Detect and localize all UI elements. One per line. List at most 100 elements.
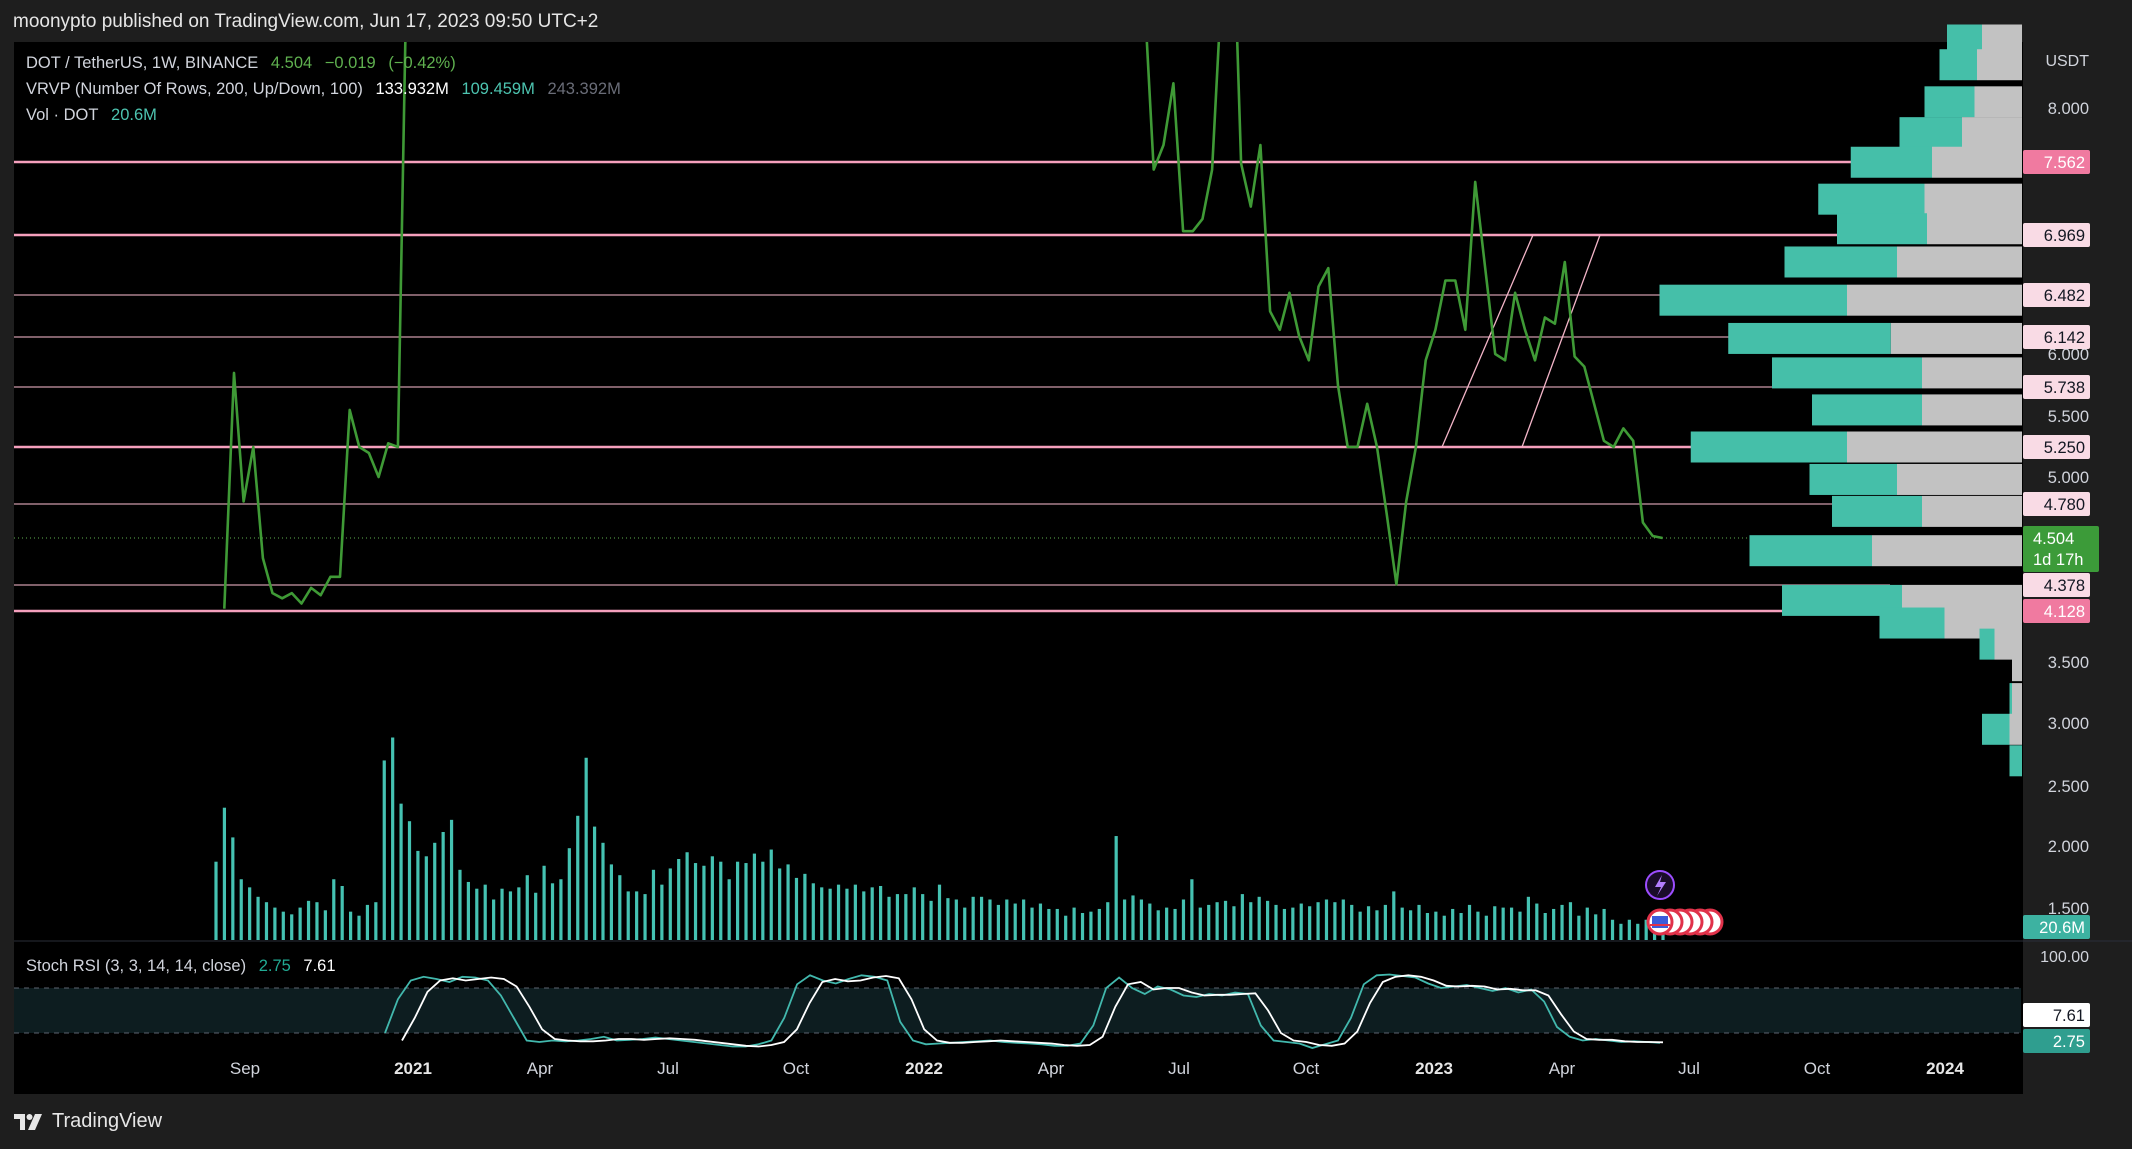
volume-bar bbox=[1644, 919, 1648, 940]
volume-bar bbox=[264, 902, 269, 940]
volume-bar bbox=[357, 915, 361, 940]
stoch-d-badge-text: 7.61 bbox=[2053, 1007, 2085, 1025]
current-price-text: 4.504 bbox=[2033, 530, 2074, 548]
vp-row-down bbox=[1922, 357, 2022, 389]
volume-bar bbox=[937, 884, 942, 940]
volume-bar bbox=[391, 737, 395, 940]
volume-bar bbox=[601, 842, 605, 940]
publisher-line: moonypto published on TradingView.com, J… bbox=[13, 11, 599, 32]
legend-stoch-d: 7.61 bbox=[303, 957, 336, 975]
volume-bar bbox=[534, 892, 538, 940]
y-axis: USDT 8.000 6.000 5.500 5.000 3.500 3.000 2.500 2… bbox=[2023, 53, 2099, 1053]
volume-bar bbox=[306, 900, 311, 940]
level-badge-text: 6.969 bbox=[2044, 227, 2085, 245]
legend-volume-row[interactable]: Vol · DOT 20.6M bbox=[26, 106, 165, 125]
volume-bar bbox=[946, 898, 950, 940]
volume-bar bbox=[475, 888, 479, 940]
volume-bar bbox=[231, 837, 235, 940]
x-tick-label: 2024 bbox=[1926, 1059, 1964, 1078]
volume-bar bbox=[424, 856, 428, 940]
volume-bar bbox=[1139, 899, 1144, 940]
legend-price: 4.504 bbox=[270, 54, 313, 72]
volume-bar bbox=[1122, 899, 1127, 940]
volume-bar bbox=[1299, 903, 1303, 940]
volume-bar bbox=[1501, 907, 1505, 940]
volume-profile bbox=[1659, 24, 2022, 777]
volume-bar bbox=[1383, 904, 1387, 940]
vp-row-up bbox=[1939, 49, 1977, 81]
vp-row-up bbox=[1809, 463, 1897, 495]
vp-row-down bbox=[1924, 183, 2022, 215]
legend-stoch-row[interactable]: Stoch RSI (3, 3, 14, 14, close) 2.75 7.6… bbox=[26, 957, 344, 976]
vp-row-down bbox=[1977, 49, 2022, 81]
vp-row-up bbox=[1832, 495, 1922, 527]
volume-bar bbox=[1560, 904, 1564, 940]
legend-vrvp-label: VRVP (Number Of Rows, 200, Up/Down, 100) bbox=[26, 80, 363, 98]
legend-stoch-label: Stoch RSI (3, 3, 14, 14, close) bbox=[26, 957, 247, 975]
volume-bar bbox=[214, 861, 218, 940]
volume-bar bbox=[963, 907, 967, 940]
volume-bar bbox=[929, 900, 933, 940]
volume-bar bbox=[836, 884, 841, 940]
x-tick-label: 2023 bbox=[1415, 1059, 1453, 1078]
volume-bar bbox=[996, 904, 1000, 940]
volume-bar bbox=[1451, 908, 1455, 940]
legend-symbol-row[interactable]: DOT / TetherUS, 1W, BINANCE 4.504 −0.019… bbox=[26, 54, 464, 73]
volume-bar bbox=[1400, 907, 1404, 940]
volume-bar bbox=[1358, 911, 1362, 940]
volume-bar bbox=[685, 852, 689, 940]
volume-bar bbox=[441, 832, 445, 940]
vp-row-down bbox=[2012, 650, 2022, 682]
level-badge: 6.482 bbox=[2023, 283, 2090, 307]
legend-change-pct: (−0.42%) bbox=[388, 54, 456, 72]
volume-bar bbox=[727, 879, 731, 940]
vp-row-down bbox=[1890, 322, 2022, 354]
volume-bar bbox=[1350, 904, 1354, 940]
volume-bar bbox=[1392, 891, 1396, 940]
trend-channel bbox=[1441, 234, 1601, 448]
current-price-badge: 4.504 1d 17h bbox=[2023, 526, 2099, 572]
vp-row-down bbox=[1962, 117, 2022, 149]
volume-bar bbox=[651, 869, 656, 940]
volume-bar bbox=[1577, 915, 1581, 940]
vp-row-up bbox=[1818, 183, 1925, 215]
volume-bar bbox=[298, 907, 302, 940]
price-line bbox=[223, 42, 1663, 609]
volume-bar bbox=[1055, 908, 1059, 940]
y-tick-label: 3.500 bbox=[2048, 654, 2089, 672]
volume-bar bbox=[483, 884, 487, 940]
event-markers[interactable] bbox=[1645, 870, 1724, 936]
volume-bar bbox=[752, 853, 757, 940]
y-tick-label: 8.000 bbox=[2048, 100, 2089, 118]
stoch-d-badge: 7.61 bbox=[2023, 1003, 2090, 1027]
x-tick-label: Oct bbox=[1804, 1059, 1831, 1078]
countdown-text: 1d 17h bbox=[2033, 551, 2083, 569]
volume-bar bbox=[407, 821, 412, 940]
level-badge-bg bbox=[2023, 435, 2090, 459]
brand[interactable]: TradingView bbox=[14, 1110, 162, 1133]
volume-bar bbox=[1223, 900, 1228, 940]
volume-bar bbox=[1156, 910, 1160, 940]
current-price-badge-bg bbox=[2023, 526, 2099, 572]
volume-bar bbox=[1467, 904, 1472, 940]
vp-row-down bbox=[1922, 495, 2022, 527]
legend-vrvp-row[interactable]: VRVP (Number Of Rows, 200, Up/Down, 100)… bbox=[26, 80, 629, 99]
volume-bar bbox=[1190, 879, 1194, 940]
vp-row-up bbox=[1690, 431, 1847, 463]
volume-bar bbox=[609, 864, 614, 940]
volume-bar bbox=[626, 891, 630, 940]
legend-vrvp-v3: 243.392M bbox=[547, 80, 621, 98]
stoch-band-fill bbox=[14, 988, 2021, 1033]
volume-bar bbox=[735, 861, 740, 940]
volume-bar bbox=[853, 884, 857, 940]
volume-bar bbox=[1602, 908, 1606, 940]
volume-bar bbox=[542, 865, 546, 940]
volume-bar bbox=[1442, 915, 1446, 940]
volume-bar bbox=[1274, 904, 1278, 940]
volume-bar bbox=[1619, 923, 1623, 940]
vp-row-down bbox=[1847, 284, 2022, 316]
vp-row-down bbox=[2012, 683, 2022, 715]
volume-bar bbox=[323, 910, 327, 940]
channel-line-upper bbox=[1521, 234, 1601, 448]
